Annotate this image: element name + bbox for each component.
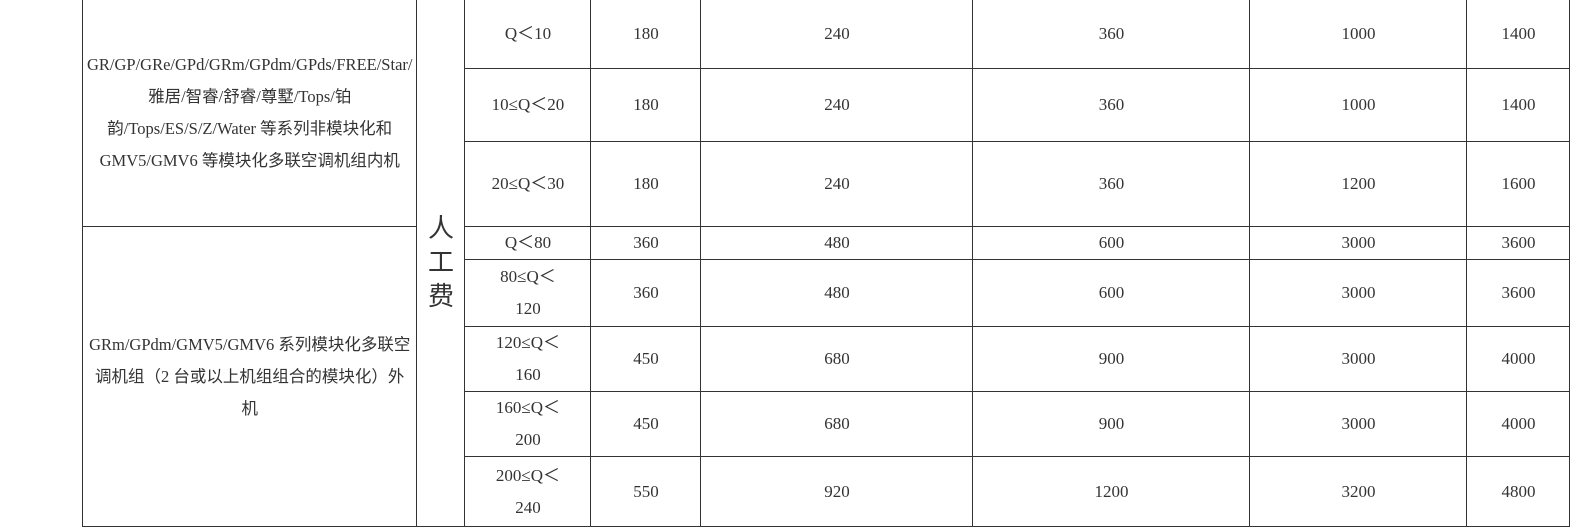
price-cell: 180 bbox=[590, 0, 702, 69]
price-cell: 900 bbox=[972, 391, 1251, 457]
price-cell: 3000 bbox=[1249, 391, 1468, 457]
table-row: GR/GP/GRe/GPd/GRm/GPdm/GPds/FREE/Star/雅居… bbox=[81, 0, 1571, 527]
price-cell: 240 bbox=[700, 0, 974, 69]
price-cell: 180 bbox=[590, 68, 702, 142]
price-cell: 360 bbox=[972, 0, 1251, 69]
capacity-range: 160≤Q＜200 bbox=[464, 391, 592, 457]
category-label: 人工费 bbox=[416, 0, 466, 527]
price-cell: 680 bbox=[700, 326, 974, 392]
capacity-range: Q＜10 bbox=[464, 0, 592, 69]
price-cell: 600 bbox=[972, 226, 1251, 260]
capacity-range: 80≤Q＜120 bbox=[464, 259, 592, 327]
capacity-range: 10≤Q＜20 bbox=[464, 68, 592, 142]
price-cell: 450 bbox=[590, 326, 702, 392]
unit-series-description: GR/GP/GRe/GPd/GRm/GPdm/GPds/FREE/Star/雅居… bbox=[81, 0, 418, 227]
price-cell: 4000 bbox=[1466, 391, 1571, 457]
price-cell: 360 bbox=[590, 226, 702, 260]
price-cell: 600 bbox=[972, 259, 1251, 327]
price-cell: 1600 bbox=[1466, 141, 1571, 227]
category-label-text: 人工费 bbox=[427, 214, 454, 311]
price-cell: 1200 bbox=[972, 456, 1251, 527]
price-cell: 360 bbox=[972, 141, 1251, 227]
price-cell: 480 bbox=[700, 226, 974, 260]
table-row: 200≤Q＜240 550 920 1200 3200 4800 bbox=[83, 456, 1571, 527]
price-cell: 4000 bbox=[1466, 326, 1571, 392]
capacity-range: 20≤Q＜30 bbox=[464, 141, 592, 227]
price-cell: 3000 bbox=[1249, 259, 1468, 327]
price-cell: 240 bbox=[700, 141, 974, 227]
price-cell: 360 bbox=[972, 68, 1251, 142]
price-cell: 3200 bbox=[1249, 456, 1468, 527]
price-cell: 1000 bbox=[1249, 68, 1468, 142]
price-cell: 900 bbox=[972, 326, 1251, 392]
table-row: 80≤Q＜120 360 480 600 3000 3600 bbox=[83, 259, 1571, 327]
unit-series-description: GRm/GPdm/GMV5/GMV6 系列模块化多联空调机组（2 台或以上机组组… bbox=[81, 226, 418, 527]
table-row: 160≤Q＜200 450 680 900 3000 4000 bbox=[83, 391, 1571, 457]
price-cell: 3600 bbox=[1466, 259, 1571, 327]
price-cell: 3000 bbox=[1249, 326, 1468, 392]
table-row: 10≤Q＜20 180 240 360 1000 1400 bbox=[83, 68, 1571, 142]
capacity-range: 200≤Q＜240 bbox=[464, 456, 592, 527]
price-cell: 1400 bbox=[1466, 68, 1571, 142]
price-cell: 1000 bbox=[1249, 0, 1468, 69]
price-cell: 680 bbox=[700, 391, 974, 457]
price-cell: 550 bbox=[590, 456, 702, 527]
price-cell: 1400 bbox=[1466, 0, 1571, 69]
table-row: 20≤Q＜30 180 240 360 1200 1600 bbox=[83, 141, 1571, 227]
capacity-range: 120≤Q＜160 bbox=[464, 326, 592, 392]
price-cell: 450 bbox=[590, 391, 702, 457]
price-cell: 180 bbox=[590, 141, 702, 227]
price-cell: 4800 bbox=[1466, 456, 1571, 527]
price-cell: 920 bbox=[700, 456, 974, 527]
table-row: 120≤Q＜160 450 680 900 3000 4000 bbox=[83, 326, 1571, 392]
price-cell: 3600 bbox=[1466, 226, 1571, 260]
table-row: GRm/GPdm/GMV5/GMV6 系列模块化多联空调机组（2 台或以上机组组… bbox=[81, 226, 1571, 527]
price-cell: 1200 bbox=[1249, 141, 1468, 227]
price-cell: 360 bbox=[590, 259, 702, 327]
capacity-range: Q＜80 bbox=[464, 226, 592, 260]
price-cell: 480 bbox=[700, 259, 974, 327]
price-cell: 3000 bbox=[1249, 226, 1468, 260]
labor-cost-table: GR/GP/GRe/GPd/GRm/GPdm/GPds/FREE/Star/雅居… bbox=[81, 0, 1571, 527]
price-cell: 240 bbox=[700, 68, 974, 142]
